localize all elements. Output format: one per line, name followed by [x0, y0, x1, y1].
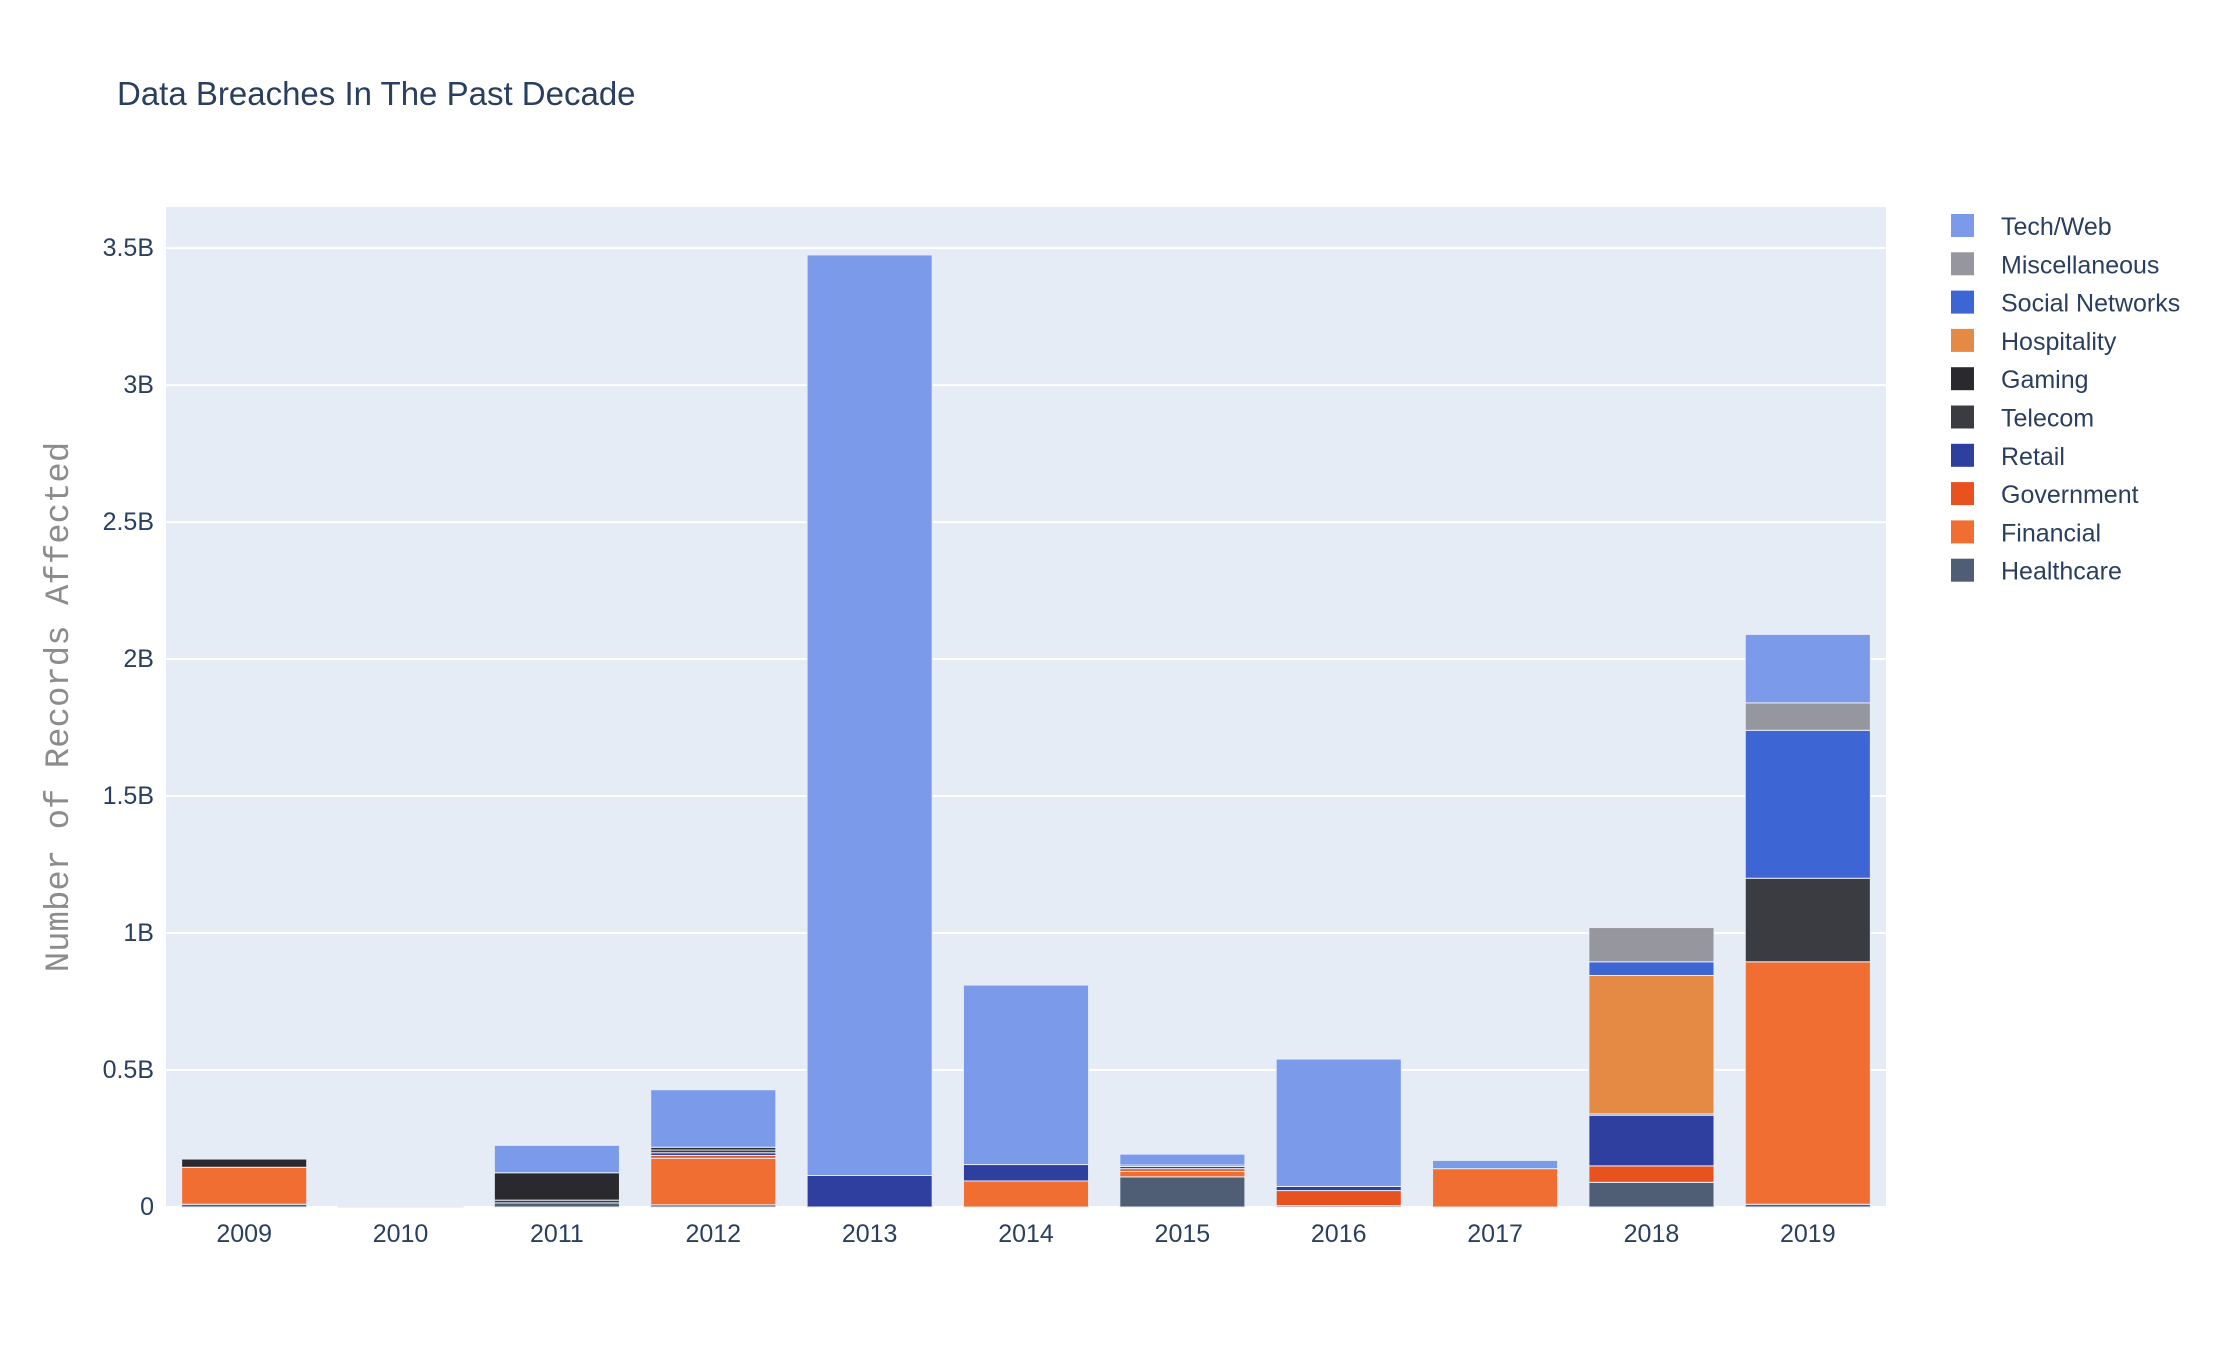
bar-segment	[650, 1157, 777, 1206]
x-tick-label: 2011	[530, 1220, 584, 1248]
bar-segment	[1744, 877, 1871, 963]
legend-label: Miscellaneous	[2001, 251, 2159, 279]
legend: Tech/Web Miscellaneous Social Networks Hosp…	[1951, 213, 2180, 586]
legend-label: Telecom	[2001, 405, 2094, 433]
y-tick-label: 2B	[123, 645, 154, 673]
x-tick-label: 2018	[1624, 1220, 1680, 1248]
chart-title: Data Breaches In The Past Decade	[117, 75, 636, 112]
legend-swatch	[1951, 367, 1974, 391]
legend-swatch	[1951, 405, 1974, 429]
bar-segment	[1744, 633, 1871, 704]
bar-segment	[1588, 1114, 1715, 1167]
bar-segment	[1432, 1168, 1559, 1208]
bar-segment	[962, 1164, 1090, 1182]
legend-item[interactable]: Social Networks	[1951, 290, 2180, 318]
legend-label: Government	[2001, 481, 2139, 509]
bar-segment	[493, 1202, 620, 1208]
x-tick-label: 2009	[216, 1220, 272, 1248]
legend-item[interactable]: Hospitality	[1951, 328, 2117, 356]
legend-label: Retail	[2001, 443, 2065, 471]
bar-segment	[962, 984, 1090, 1166]
legend-swatch	[1951, 443, 1974, 467]
x-tick-label: 2019	[1780, 1220, 1836, 1248]
x-tick-label: 2012	[685, 1220, 741, 1248]
y-tick-label: 1B	[123, 919, 154, 947]
bar-segment	[181, 1158, 308, 1168]
bar-segment	[1275, 1058, 1402, 1187]
legend-item[interactable]: Miscellaneous	[1951, 251, 2159, 279]
legend-swatch	[1951, 252, 1974, 276]
y-tick-label: 1.5B	[103, 782, 154, 810]
bar-segment	[493, 1144, 620, 1174]
bar-segment	[1275, 1190, 1402, 1207]
bar-segment	[1119, 1176, 1246, 1208]
bar-segment	[1119, 1170, 1246, 1178]
legend-label: Financial	[2001, 519, 2101, 547]
legend-item[interactable]: Telecom	[1951, 405, 2094, 433]
legend-swatch	[1951, 214, 1974, 237]
bar-segment	[962, 1180, 1090, 1208]
y-tick-label: 2.5B	[103, 508, 154, 536]
x-tick-label: 2013	[842, 1220, 898, 1248]
legend-swatch	[1951, 328, 1974, 352]
bar-segment	[337, 1205, 464, 1208]
bar-segment	[1588, 974, 1715, 1115]
x-tick-label: 2017	[1467, 1220, 1523, 1248]
legend-item[interactable]: Healthcare	[1951, 558, 2122, 586]
bar-segment	[1744, 961, 1871, 1205]
legend-item[interactable]: Financial	[1951, 519, 2101, 547]
bar-segment	[1588, 961, 1715, 976]
bar-segment	[1432, 1159, 1559, 1170]
legend-label: Gaming	[2001, 366, 2089, 394]
x-tick-label: 2014	[998, 1220, 1054, 1248]
legend-swatch	[1951, 482, 1974, 506]
bar-segment	[650, 1089, 777, 1148]
y-axis-title: Number of Records Affected	[41, 442, 79, 973]
bar-segment	[1744, 702, 1871, 731]
legend-item[interactable]: Retail	[1951, 443, 2065, 471]
legend-swatch	[1951, 290, 1974, 314]
bar-segment	[806, 254, 933, 1176]
x-axis-ticks: 2009 2010 2011 2012 2013 2014 2015 2016 2017 2018…	[216, 1220, 1835, 1248]
legend-label: Hospitality	[2001, 328, 2117, 356]
legend-label: Social Networks	[2001, 290, 2180, 318]
x-tick-label: 2010	[373, 1220, 429, 1248]
bar-segment	[1119, 1153, 1246, 1166]
bar-segment	[181, 1166, 308, 1205]
legend-label: Healthcare	[2001, 558, 2122, 586]
x-tick-label: 2015	[1155, 1220, 1211, 1248]
legend-item[interactable]: Government	[1951, 481, 2139, 509]
y-tick-label: 0	[140, 1193, 154, 1221]
legend-label: Tech/Web	[2001, 213, 2112, 241]
legend-swatch	[1951, 520, 1974, 544]
bar-segment	[806, 1174, 933, 1208]
y-tick-label: 0.5B	[103, 1056, 154, 1084]
bar-segment	[1588, 1165, 1715, 1183]
x-tick-label: 2016	[1311, 1220, 1367, 1248]
bar-segment	[1275, 1185, 1402, 1192]
legend-swatch	[1951, 558, 1974, 582]
bar-segment	[1588, 1181, 1715, 1208]
bar-segment	[1744, 729, 1871, 879]
bar-segment	[1588, 927, 1715, 963]
y-tick-label: 3.5B	[103, 234, 154, 262]
legend-item[interactable]: Gaming	[1951, 366, 2089, 394]
y-axis-ticks: 0 0.5B 1B 1.5B 2B 2.5B 3B 3.5B	[103, 234, 154, 1221]
bar-segment	[493, 1172, 620, 1201]
bars	[181, 254, 1871, 1208]
y-tick-label: 3B	[123, 371, 154, 399]
legend-item[interactable]: Tech/Web	[1951, 213, 2112, 241]
